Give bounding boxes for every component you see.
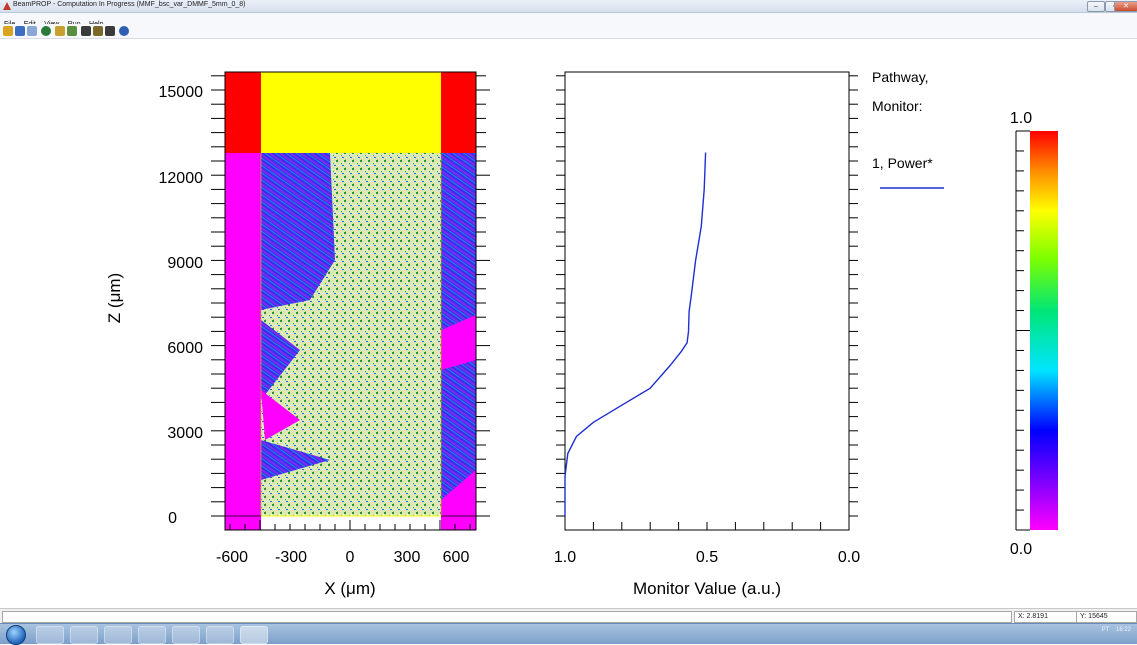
status-bar: X: 2.8191 Y: 15645 [0, 608, 1137, 624]
minimize-button[interactable]: – [1087, 1, 1105, 12]
x-readout: X: 2.8191 [1014, 611, 1077, 623]
plots-svg: 15000 12000 9000 6000 3000 0 -600 -300 0… [105, 69, 1058, 598]
field-ticks [211, 75, 490, 530]
taskbar-app-icon[interactable] [172, 626, 200, 644]
y-tick-0: 0 [168, 510, 177, 527]
x-tick-neg300: -300 [275, 549, 307, 566]
monitor-frame [564, 71, 850, 531]
layout-icon[interactable] [81, 26, 91, 36]
colorbar-min-label: 0.0 [1010, 541, 1032, 558]
cladding-left [225, 153, 261, 530]
y-tick-12000: 12000 [159, 170, 204, 187]
taskbar-chrome-icon[interactable] [138, 626, 166, 644]
help-icon[interactable] [119, 26, 129, 36]
core-top [261, 72, 441, 153]
title-bar: BeamPROP - Computation In Progress (MMF_… [0, 0, 1137, 13]
menu-bar: File Edit View Run Help [0, 13, 1137, 28]
legend-entry: 1, Power* [872, 155, 933, 171]
fringe-lower [261, 440, 330, 480]
monitor-ticks [556, 75, 858, 530]
x-axis-label: X (μm) [324, 579, 375, 598]
colorbar-ticks [1016, 130, 1030, 531]
fringe-upper [261, 153, 335, 310]
status-message [2, 611, 1012, 623]
monitor-x-tick-0: 0.0 [838, 549, 860, 566]
open-icon[interactable] [3, 26, 13, 36]
copy-icon[interactable] [27, 26, 37, 36]
app-icon [3, 2, 11, 10]
cladding-left-top [225, 72, 261, 153]
x-tick-neg600: -600 [216, 549, 248, 566]
monitor-series-line [564, 152, 707, 516]
start-button[interactable] [6, 625, 26, 645]
legend-title-line1: Pathway, [872, 69, 929, 85]
taskbar-folder-icon[interactable] [70, 626, 98, 644]
layout3-icon[interactable] [105, 26, 115, 36]
taskbar-tool-icon[interactable] [206, 626, 234, 644]
colorbar: 1.0 0.0 [1010, 110, 1058, 558]
taskbar-media-icon[interactable] [104, 626, 132, 644]
window-title: BeamPROP - Computation In Progress (MMF_… [13, 1, 246, 8]
system-tray: PT 16:22 [1102, 627, 1131, 633]
y-tick-9000: 9000 [167, 255, 203, 272]
fringe-mid [261, 320, 300, 400]
field-plot: 15000 12000 9000 6000 3000 0 -600 -300 0… [105, 71, 490, 598]
x-tick-600: 600 [443, 549, 470, 566]
x-tick-300: 300 [394, 549, 421, 566]
monitor-x-axis-label: Monitor Value (a.u.) [633, 579, 781, 598]
chart2-icon[interactable] [67, 26, 77, 36]
layout2-icon[interactable] [93, 26, 103, 36]
toolbar [0, 24, 1137, 39]
y-readout: Y: 15645 [1076, 611, 1137, 623]
monitor-x-tick-05: 0.5 [696, 549, 718, 566]
monitor-plot: 1.0 0.5 0.0 Monitor Value (a.u.) Pathway… [554, 69, 944, 598]
y-axis-label: Z (μm) [105, 273, 124, 323]
colorbar-max-label: 1.0 [1010, 110, 1032, 127]
refresh-icon[interactable] [41, 26, 51, 36]
chart-icon[interactable] [55, 26, 65, 36]
tray-language[interactable]: PT [1101, 627, 1110, 633]
save-icon[interactable] [15, 26, 25, 36]
taskbar-beamprop-icon[interactable] [240, 626, 268, 644]
y-tick-3000: 3000 [167, 425, 203, 442]
plot-area: 15000 12000 9000 6000 3000 0 -600 -300 0… [0, 39, 1137, 608]
y-tick-6000: 6000 [167, 340, 203, 357]
close-button[interactable]: ✕ [1114, 1, 1137, 12]
x-tick-0: 0 [346, 549, 355, 566]
taskbar-ie-icon[interactable] [36, 626, 64, 644]
tray-clock[interactable]: 16:22 [1115, 627, 1131, 633]
cladding-right-bottom [441, 470, 476, 530]
taskbar: PT 16:22 [0, 623, 1137, 645]
colorbar-gradient [1030, 131, 1058, 530]
cladding-right-top [441, 72, 476, 153]
legend-title-line2: Monitor: [872, 98, 923, 114]
y-tick-15000: 15000 [159, 84, 204, 101]
fringe-magenta [261, 390, 300, 440]
cladding-right-patch [441, 315, 476, 370]
monitor-x-tick-1: 1.0 [554, 549, 576, 566]
